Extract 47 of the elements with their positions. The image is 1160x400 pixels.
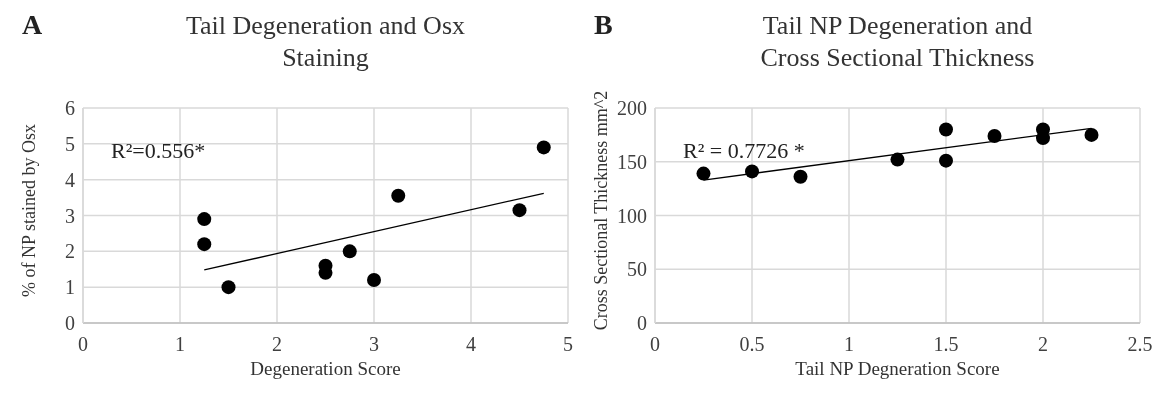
x-tick-label: 2 (1038, 333, 1048, 355)
point (512, 203, 527, 218)
chart-title: Tail Degeneration and Osx Staining (185, 11, 466, 72)
x-tick-label: 2 (272, 333, 282, 355)
point (197, 212, 212, 227)
chart-title: Tail NP Degeneration and Cross Sectional Thickness (760, 11, 1035, 72)
point (987, 128, 1002, 143)
text: B (594, 9, 613, 40)
x-tick-label: 4 (466, 333, 476, 355)
point (939, 122, 953, 137)
point (221, 280, 236, 295)
annotation: R²=0.556* (111, 138, 206, 163)
point (197, 237, 212, 252)
point (793, 169, 808, 184)
x-tick-label: 0.5 (739, 333, 765, 355)
point (391, 188, 406, 203)
y-tick-label: 150 (617, 150, 647, 173)
y-tick-label: 50 (627, 258, 647, 281)
y-tick-label: 4 (65, 168, 75, 191)
y-tick-label: 6 (65, 97, 75, 119)
x-axis-title: Degeneration Score (250, 358, 401, 379)
x-axis-title: Tail NP Degneration Score (795, 358, 1000, 379)
x-tick-label: 1.5 (933, 333, 959, 355)
point (939, 153, 953, 168)
x-tick-label: 1 (844, 333, 854, 355)
y-tick-label: 0 (65, 312, 75, 334)
annotation: R² = 0.7726 * (683, 138, 805, 163)
y-axis-title: Cross Sectional Thickness mm^2 (591, 90, 611, 331)
y-tick-label: 5 (65, 132, 75, 155)
y-tick-label: 100 (617, 204, 647, 227)
x-tick-label: 5 (563, 333, 573, 355)
point (696, 166, 711, 181)
x-tick-label: 1 (175, 333, 185, 355)
y-axis-title: % of NP stained by Osx (19, 124, 39, 297)
point (342, 244, 357, 259)
point (367, 273, 381, 287)
text: A (22, 9, 43, 40)
x-tick-label: 3 (369, 333, 379, 355)
point (1036, 131, 1050, 146)
y-tick-label: 1 (65, 276, 75, 299)
point (536, 140, 551, 155)
y-tick-label: 2 (65, 240, 75, 263)
point (1084, 127, 1099, 142)
x-tick-label: 2.5 (1127, 333, 1153, 355)
y-tick-label: 0 (637, 312, 647, 334)
y-tick-label: 3 (65, 204, 75, 227)
y-tick-label: 200 (617, 97, 647, 119)
